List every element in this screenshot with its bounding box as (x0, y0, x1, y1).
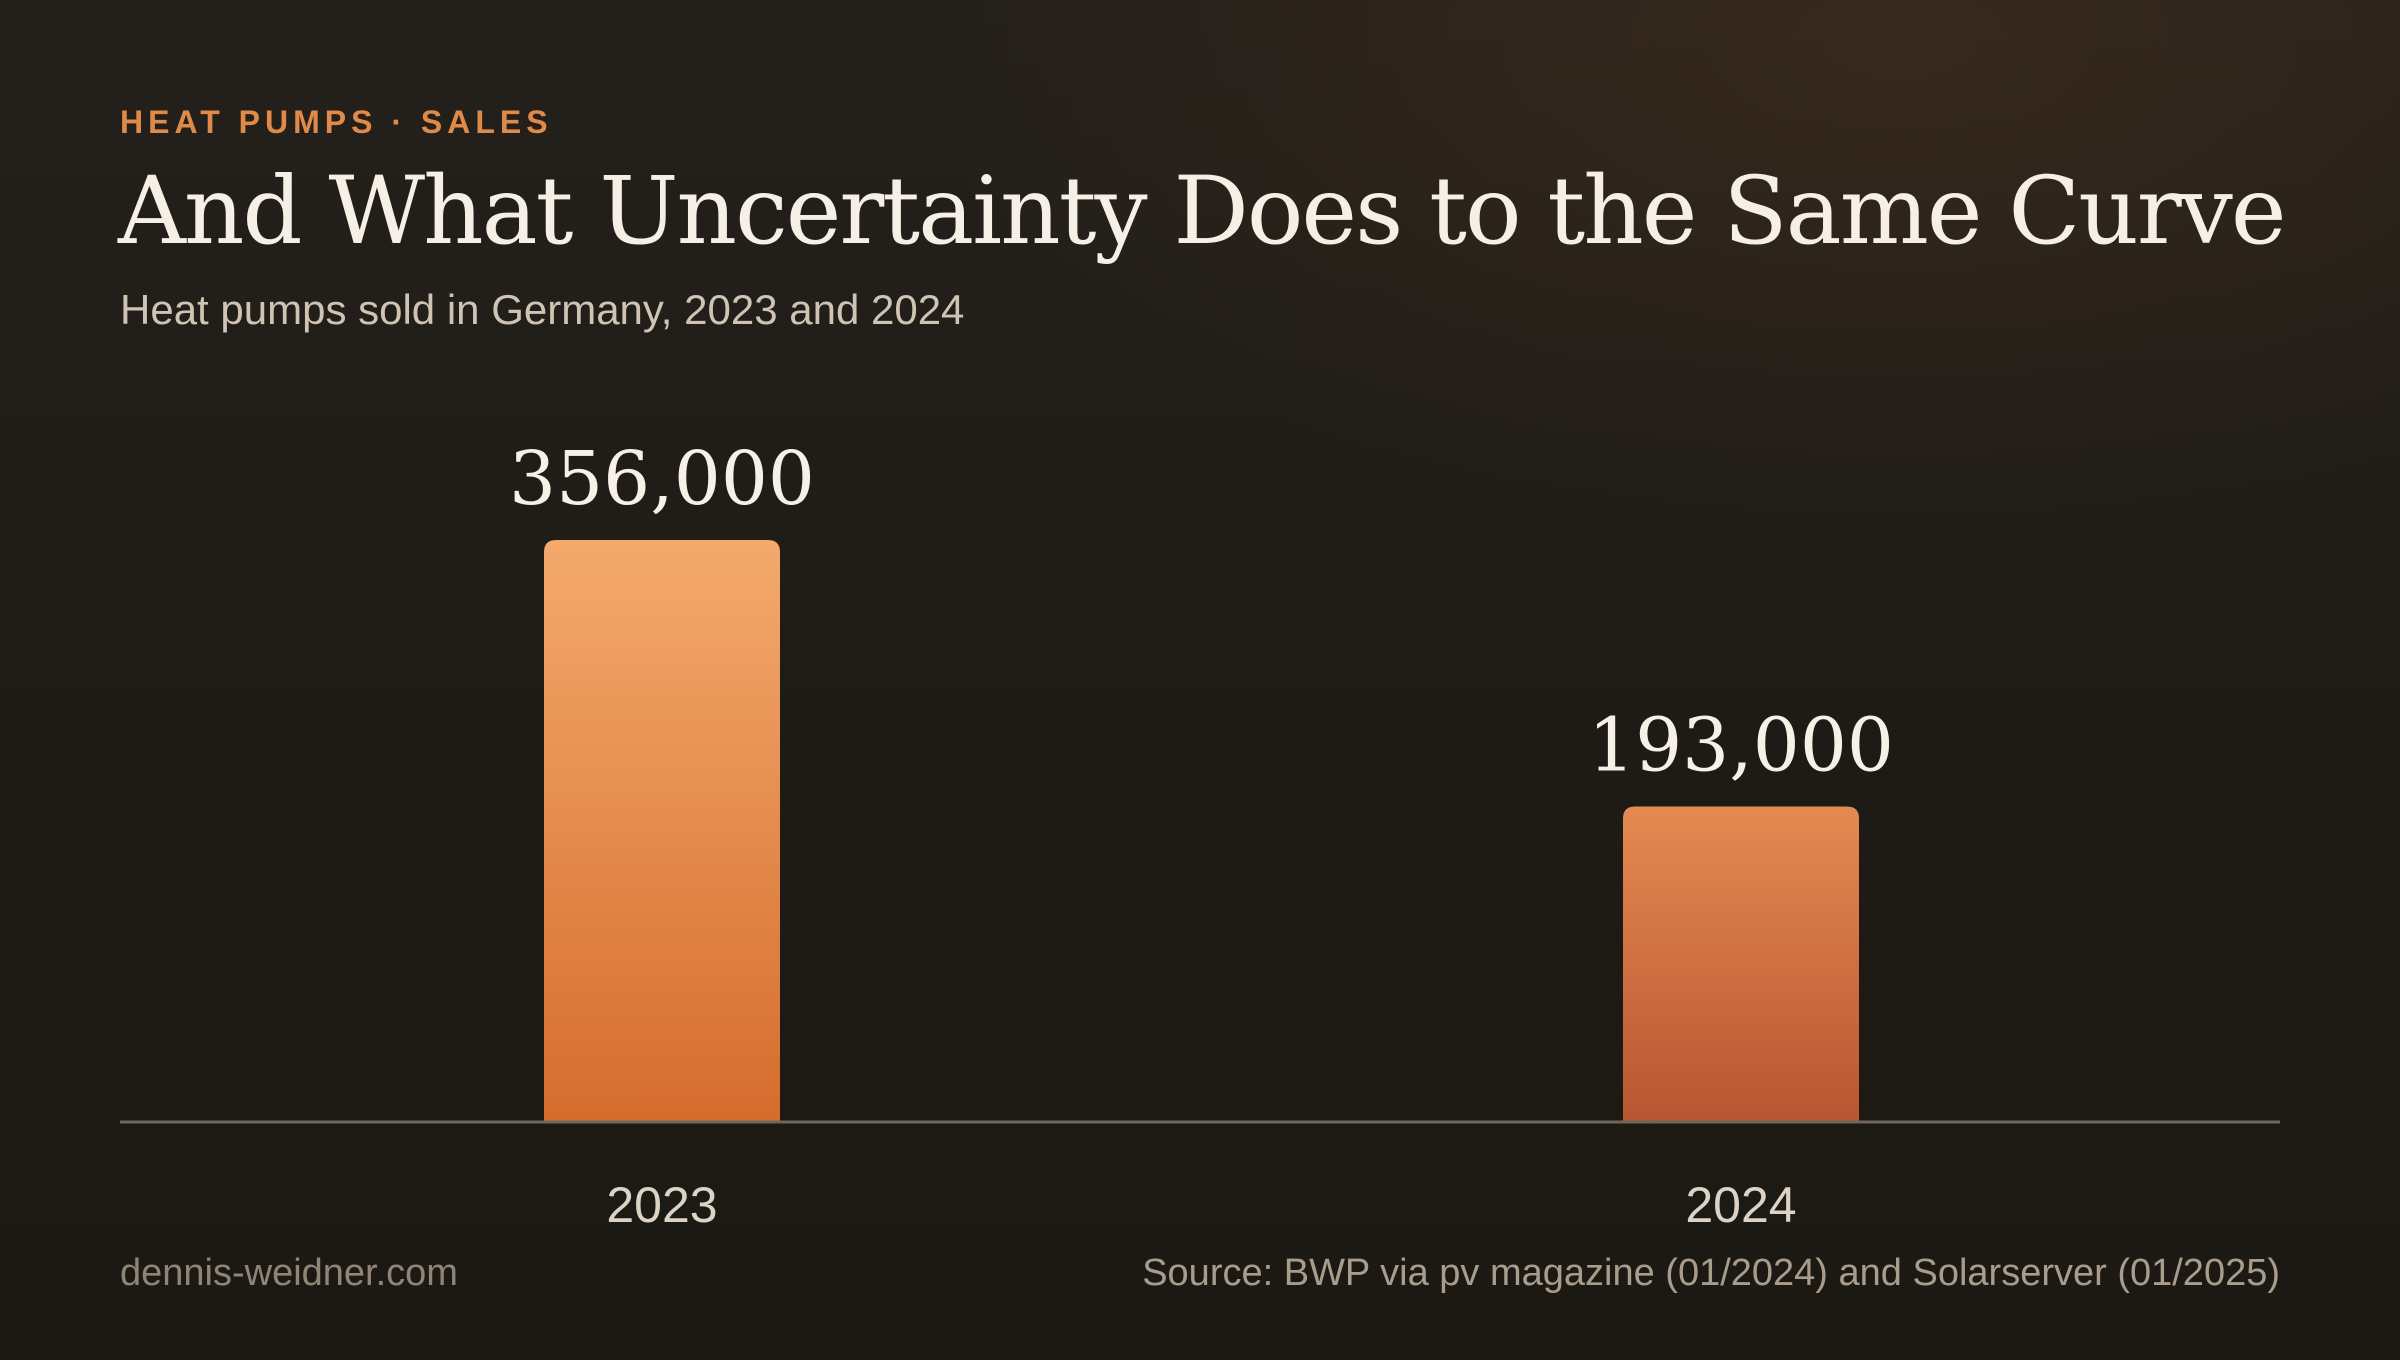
data-label-2023: 356,000 (509, 436, 815, 522)
labels-layer: 356,000 2023 193,000 2024 (509, 436, 1894, 1233)
eyebrow-label: HEAT PUMPS · SALES (120, 104, 553, 140)
x-tick-label-2024: 2024 (1685, 1177, 1796, 1233)
x-tick-label-2023: 2023 (606, 1177, 717, 1233)
page-title: And What Uncertainty Does to the Same Cu… (118, 157, 2286, 266)
source-note: Source: BWP via pv magazine (01/2024) an… (1142, 1252, 2280, 1294)
page-subtitle: Heat pumps sold in Germany, 2023 and 202… (120, 286, 965, 333)
bars-layer (544, 540, 1859, 1122)
site-footer[interactable]: dennis-weidner.com (120, 1252, 458, 1294)
bar-2024 (1623, 806, 1859, 1122)
data-label-2024: 193,000 (1588, 702, 1894, 788)
bar-2023 (544, 540, 780, 1122)
